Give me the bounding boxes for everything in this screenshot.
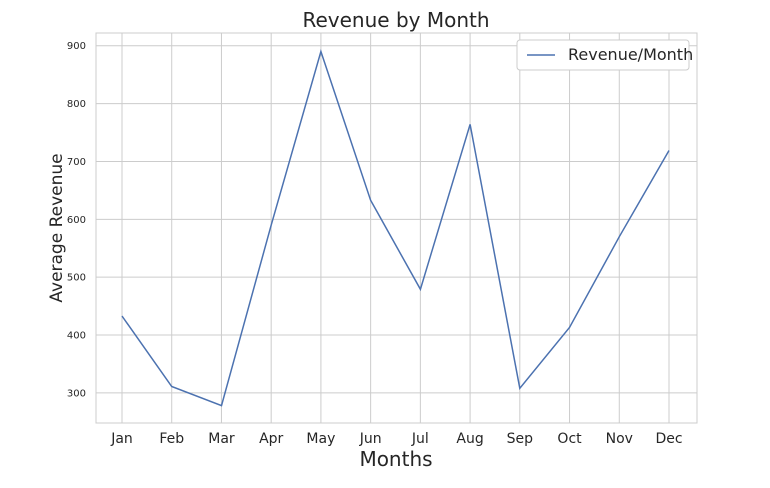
x-tick-label: Dec — [655, 431, 682, 447]
x-tick-label: Oct — [557, 431, 582, 447]
y-tick-label: 900 — [67, 41, 86, 52]
legend-box — [516, 39, 690, 71]
grid — [96, 33, 697, 423]
plot-frame — [95, 32, 698, 424]
x-tick-label: Mar — [208, 431, 235, 447]
y-tick-label: 500 — [67, 273, 86, 284]
x-tick-label: Jul — [411, 431, 429, 447]
legend-label: Revenue/Month — [568, 45, 693, 64]
y-axis-ticks: 300 400 500 600 700 800 900 — [67, 41, 86, 399]
x-axis-label: Months — [359, 447, 432, 471]
x-tick-label: Sep — [507, 431, 534, 447]
y-tick-label: 300 — [67, 388, 86, 399]
chart-title: Revenue by Month — [302, 8, 489, 32]
x-tick-label: May — [306, 431, 335, 447]
x-tick-label: Jan — [110, 431, 133, 447]
y-tick-label: 800 — [67, 99, 86, 110]
legend: Revenue/Month — [516, 39, 693, 71]
y-tick-label: 400 — [67, 331, 86, 342]
x-tick-label: Jun — [359, 431, 382, 447]
x-tick-label: Aug — [456, 431, 483, 447]
x-axis-ticks: Jan Feb Mar Apr May Jun Jul Aug Sep Oct Nov Dec — [110, 431, 682, 447]
y-axis-label: Average Revenue — [47, 153, 67, 302]
series-layer — [121, 48, 670, 407]
x-tick-label: Nov — [606, 431, 633, 447]
y-tick-label: 600 — [67, 215, 86, 226]
y-tick-label: 700 — [67, 157, 86, 168]
x-tick-label: Apr — [259, 431, 283, 447]
series-line — [121, 48, 670, 407]
x-tick-label: Feb — [159, 431, 184, 447]
